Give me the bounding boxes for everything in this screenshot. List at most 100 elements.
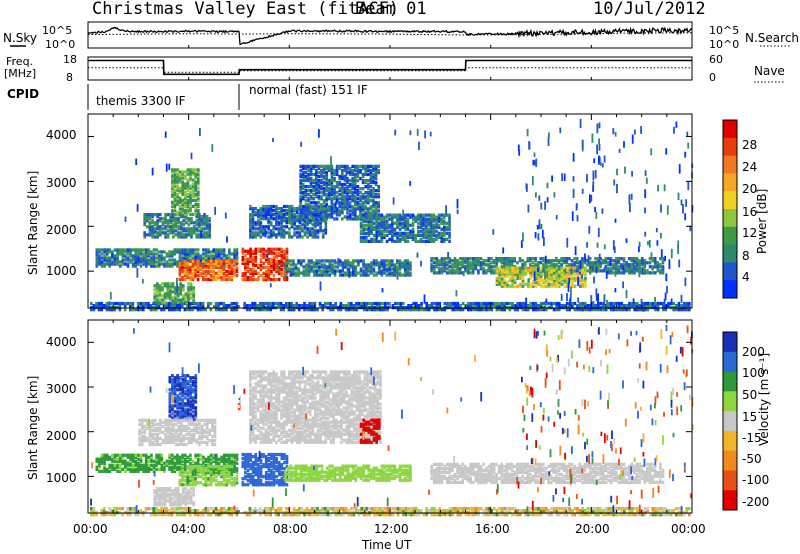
power-heatmap-cell	[542, 257, 545, 261]
velocity-heatmap-cell	[92, 509, 96, 513]
power-heatmap-cell	[105, 308, 109, 312]
power-heatmap-cell	[487, 301, 491, 306]
power-heatmap-cell	[597, 301, 600, 306]
power-heatmap-cell	[156, 227, 159, 231]
power-heatmap-cell	[312, 269, 316, 273]
power-heatmap-cell	[427, 231, 430, 235]
power-heatmap-cell	[111, 256, 114, 260]
power-heatmap-cell	[498, 270, 501, 274]
power-heatmap-cell	[186, 186, 190, 190]
power-heatmap-cell	[272, 204, 276, 209]
power-heatmap-cell	[308, 308, 311, 312]
power-heatmap-cell	[322, 191, 326, 195]
power-heatmap-cell	[173, 172, 177, 176]
power-heatmap-cell	[570, 263, 574, 267]
power-heatmap-cell	[516, 266, 520, 270]
power-heatmap-cell	[217, 265, 221, 270]
power-heatmap-cell	[184, 204, 187, 208]
power-heatmap-cell	[189, 172, 192, 176]
power-heatmap-cell	[351, 259, 355, 263]
power-heatmap-cell	[103, 262, 106, 266]
power-heatmap-cell	[277, 231, 281, 235]
power-heatmap-cell	[283, 269, 286, 274]
power-heatmap-cell	[90, 308, 93, 312]
power-heatmap-cell	[251, 219, 255, 223]
power-heatmap-cell	[299, 263, 303, 267]
power-heatmap-cell	[325, 193, 328, 197]
power-heatmap-cell	[495, 270, 499, 274]
power-heatmap-cell	[160, 250, 164, 254]
power-heatmap-cell	[251, 269, 255, 274]
power-heatmap-noise-cell	[588, 225, 591, 234]
power-heatmap-cell	[328, 191, 331, 195]
power-heatmap-cell	[471, 269, 475, 273]
power-heatmap-cell	[178, 188, 182, 192]
power-heatmap-cell	[134, 248, 138, 252]
power-heatmap-cell	[199, 265, 202, 270]
power-heatmap-cell	[288, 227, 291, 231]
xtick-2000: 20:00	[575, 522, 610, 536]
power-heatmap-cell	[286, 259, 290, 263]
power-heatmap-cell	[163, 258, 166, 262]
power-heatmap-cell	[555, 284, 559, 288]
power-heatmap-noise-cell	[622, 281, 624, 289]
power-heatmap-cell	[685, 304, 688, 308]
power-heatmap-cell	[199, 260, 203, 264]
power-heatmap-cell	[615, 308, 618, 312]
power-heatmap-cell	[126, 250, 130, 254]
power-heatmap-cell	[380, 223, 384, 227]
power-heatmap-cell	[409, 267, 412, 271]
power-heatmap-cell	[178, 208, 182, 213]
power-heatmap-cell	[315, 174, 318, 179]
power-heatmap-cell	[630, 304, 634, 308]
power-heatmap-cell	[351, 195, 354, 199]
power-heatmap-cell	[422, 221, 425, 225]
power-heatmap-cell	[359, 215, 363, 219]
power-heatmap-cell	[430, 265, 433, 269]
power-heatmap-cell	[194, 186, 197, 190]
power-heatmap-cell	[331, 304, 335, 308]
power-heatmap-cell	[280, 211, 283, 215]
power-heatmap-cell	[168, 264, 171, 268]
power-heatmap-cell	[351, 178, 354, 183]
power-heatmap-cell	[627, 267, 631, 271]
power-heatmap-cell	[401, 273, 404, 277]
power-heatmap-noise-cell	[595, 295, 598, 301]
power-heatmap-cell	[300, 304, 304, 308]
velocity-heatmap-cell	[235, 509, 239, 513]
power-heatmap-cell	[169, 284, 172, 288]
power-heatmap-cell	[381, 308, 384, 312]
velocity-heatmap-cell	[321, 509, 324, 513]
power-heatmap-cell	[173, 200, 177, 204]
power-heatmap-cell	[495, 308, 499, 312]
power-heatmap-cell	[537, 272, 540, 276]
power-heatmap-cell	[325, 166, 328, 171]
power-heatmap-cell	[292, 261, 295, 265]
power-heatmap-cell	[270, 271, 273, 276]
power-heatmap-cell	[364, 172, 367, 177]
power-heatmap-cell	[111, 262, 114, 266]
power-heatmap-cell	[328, 197, 331, 201]
power-heatmap-cell	[534, 308, 538, 312]
power-heatmap-cell	[95, 264, 99, 268]
power-heatmap-cell	[560, 272, 564, 276]
power-heatmap-cell	[189, 277, 192, 282]
power-heatmap-cell	[503, 301, 506, 306]
power-heatmap-cell	[166, 233, 170, 237]
power-heatmap-cell	[314, 207, 317, 211]
power-heatmap-cell	[105, 248, 109, 252]
power-heatmap-cell	[217, 248, 221, 252]
velocity-heatmap-cell	[170, 513, 174, 517]
power-heatmap-noise-cell	[593, 158, 596, 164]
power-heatmap-cell	[322, 215, 326, 219]
power-heatmap-cell	[256, 219, 260, 223]
power-heatmap-cell	[215, 263, 218, 268]
power-heatmap-cell	[176, 202, 179, 206]
power-ytick-1000: 1000	[46, 264, 77, 278]
power-heatmap-cell	[377, 209, 380, 213]
power-heatmap-cell	[362, 215, 365, 219]
power-heatmap-cell	[646, 304, 649, 308]
power-heatmap-cell	[500, 276, 504, 280]
velocity-heatmap-cell	[188, 507, 192, 511]
power-heatmap-cell	[142, 260, 145, 264]
